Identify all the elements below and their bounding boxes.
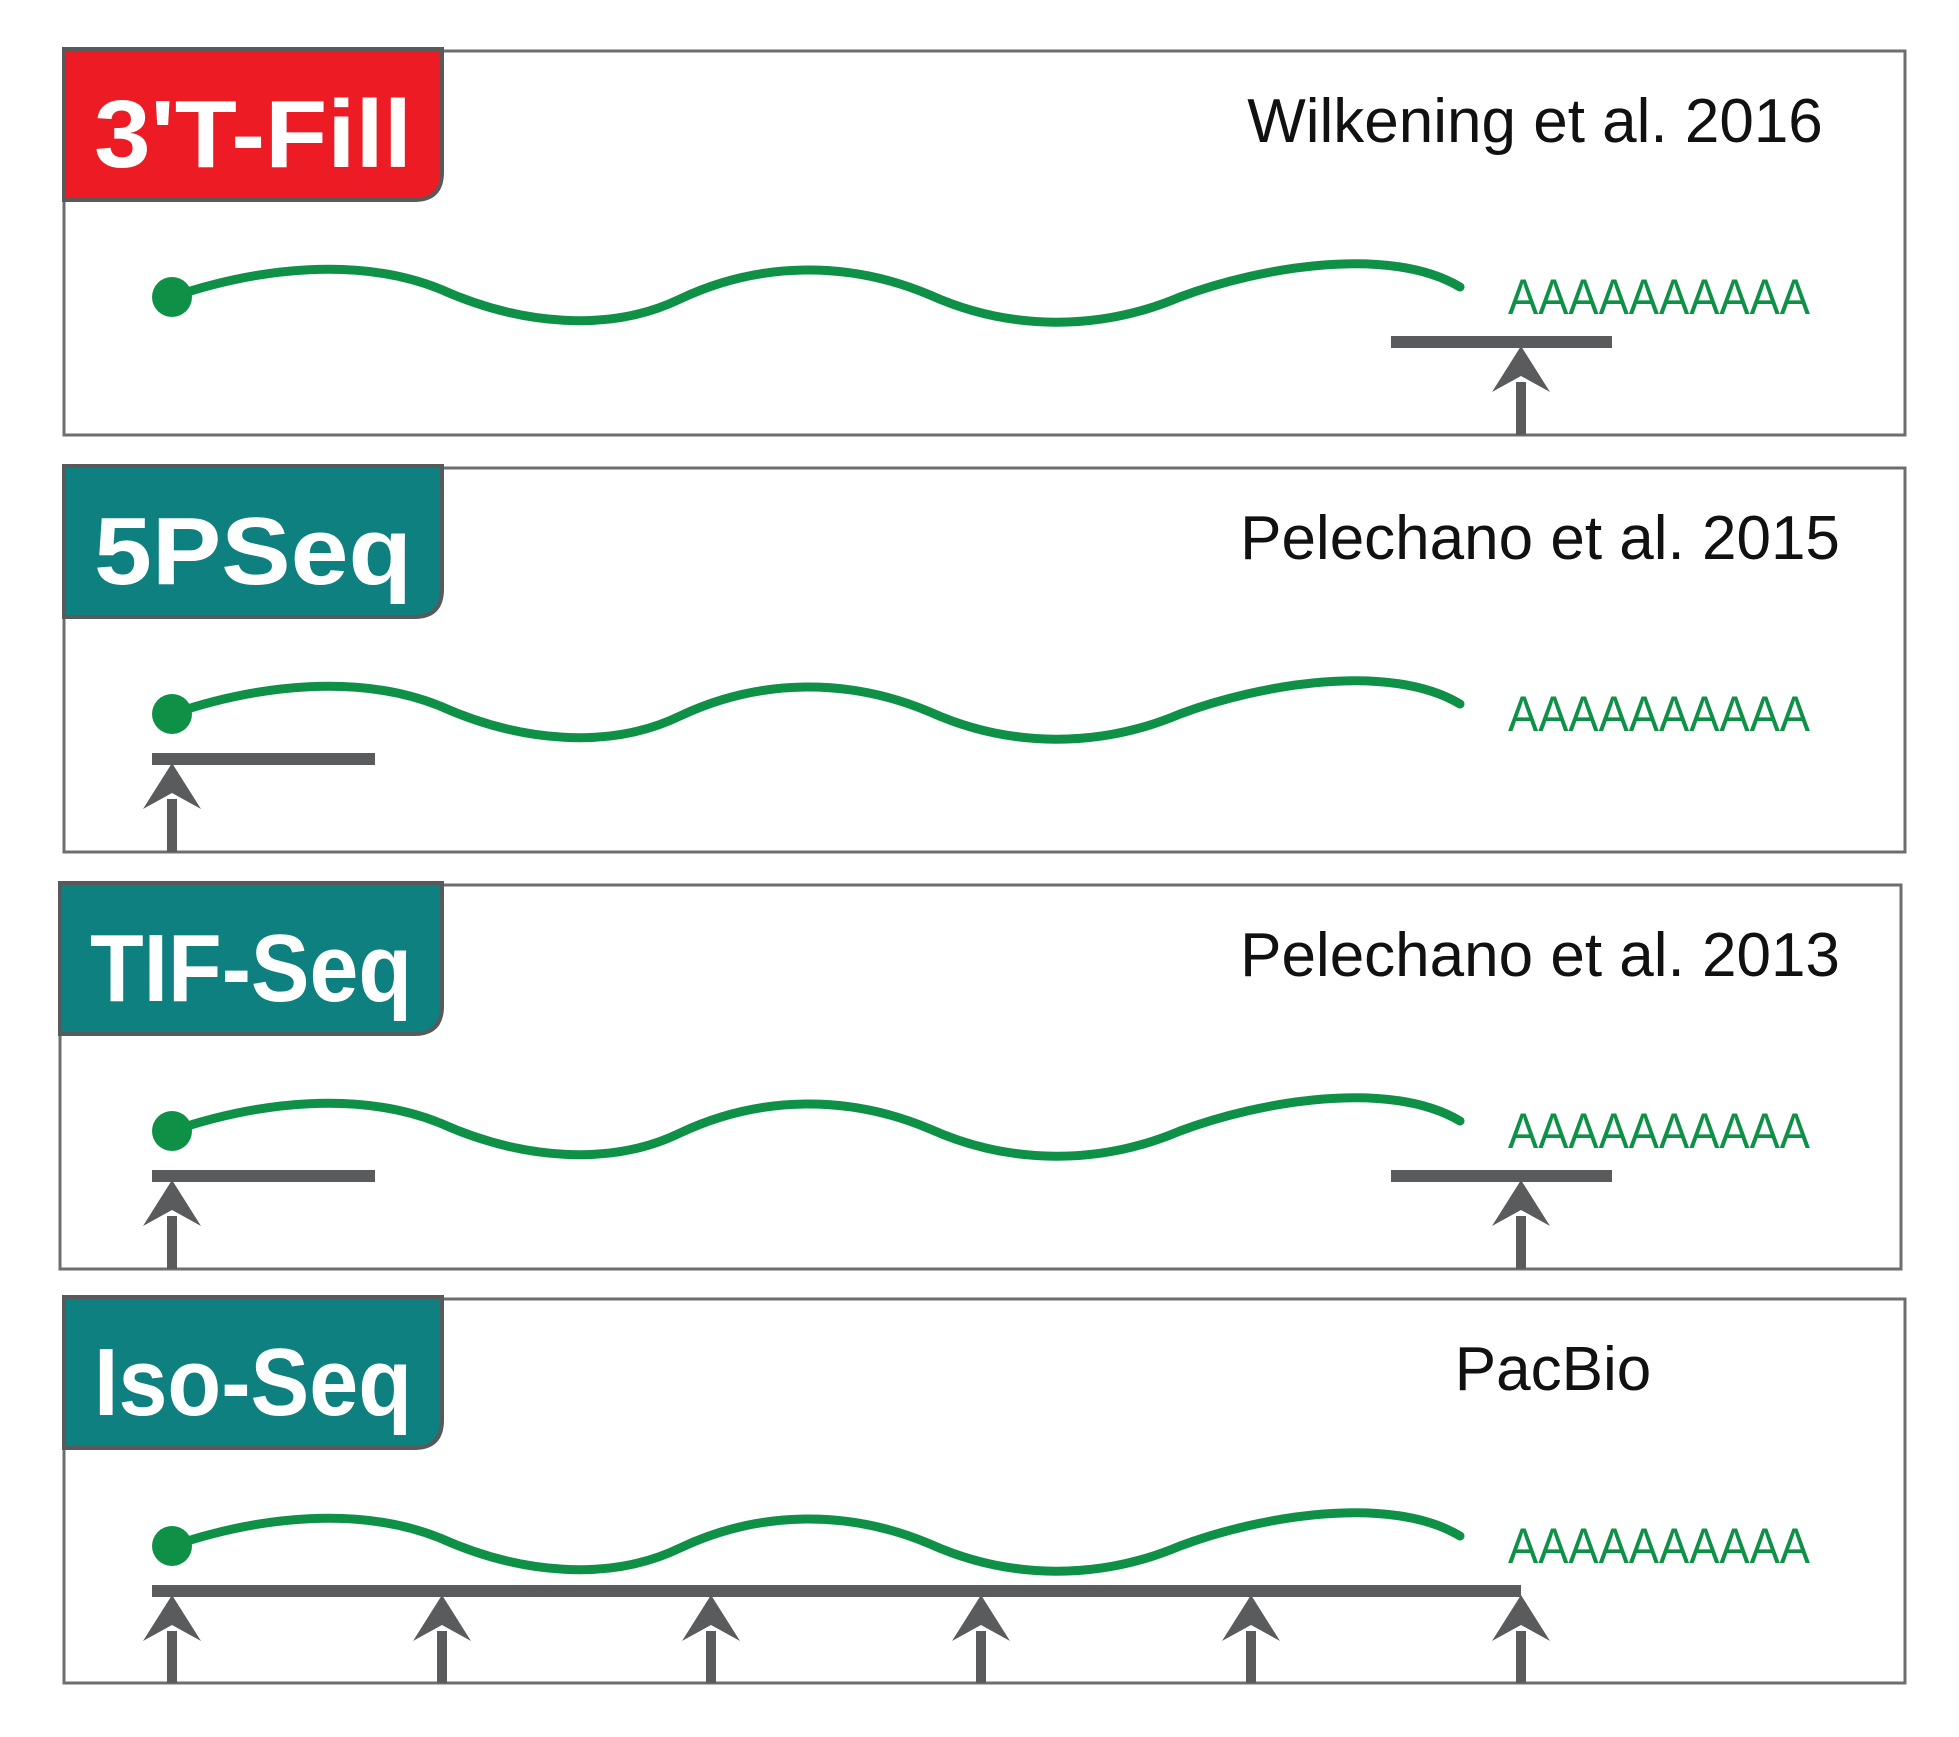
read-arrow [413,1595,471,1683]
arrow-up-icon [1492,1180,1550,1226]
arrow-up-icon [413,1595,471,1641]
five-prime-cap [152,1111,192,1151]
arrow-up-icon [682,1595,740,1641]
method-panel: 5PSeq Pelechano et al. 2015 AAAAAAAAAA [62,464,1907,854]
read-arrow-5prime [143,1180,201,1269]
rna-transcript [167,1093,1465,1161]
method-name: 5PSeq [94,498,412,605]
read-arrow [952,1595,1010,1683]
arrow-up-icon [952,1595,1010,1641]
method-name: TIF-Seq [90,915,412,1022]
read-arrow [1222,1595,1280,1683]
five-prime-cap [152,1526,192,1566]
method-panel: 3'T-Fill Wilkening et al. 2016 AAAAAAAAAA [62,47,1907,437]
polya-tail: AAAAAAAAAA [1508,1518,1811,1574]
method-badge [62,464,444,619]
polya-tail: AAAAAAAAAA [1508,686,1811,742]
read-arrow [682,1595,740,1683]
read-arrow [1492,1595,1550,1683]
method-badge [62,47,444,202]
polya-tail: AAAAAAAAAA [1508,269,1811,325]
arrow-up-icon [143,763,201,809]
arrow-up-icon [143,1180,201,1226]
method-name: Iso-Seq [94,1329,412,1436]
rna-transcript [167,259,1465,327]
read-arrow [143,1595,201,1683]
five-prime-cap [152,694,192,734]
arrow-up-icon [1222,1595,1280,1641]
citation: Pelechano et al. 2013 [1240,921,1840,990]
read-arrow-3prime [1492,1180,1550,1269]
polya-tail: AAAAAAAAAA [1508,1103,1811,1159]
read-arrow-5prime [143,763,201,852]
method-name: 3'T-Fill [94,81,412,188]
citation: Pelechano et al. 2015 [1240,504,1840,573]
rna-transcript [167,1508,1465,1576]
read-arrow-3prime [1492,346,1550,435]
citation: PacBio [1455,1335,1651,1404]
method-badge [58,881,444,1036]
method-badge [62,1295,444,1450]
arrow-up-icon [1492,346,1550,392]
citation: Wilkening et al. 2016 [1247,87,1823,156]
arrow-up-icon [143,1595,201,1641]
arrow-up-icon [1492,1595,1550,1641]
method-panel: TIF-Seq Pelechano et al. 2013 AAAAAAAAAA [58,881,1903,1271]
five-prime-cap [152,277,192,317]
rna-transcript [167,676,1465,744]
